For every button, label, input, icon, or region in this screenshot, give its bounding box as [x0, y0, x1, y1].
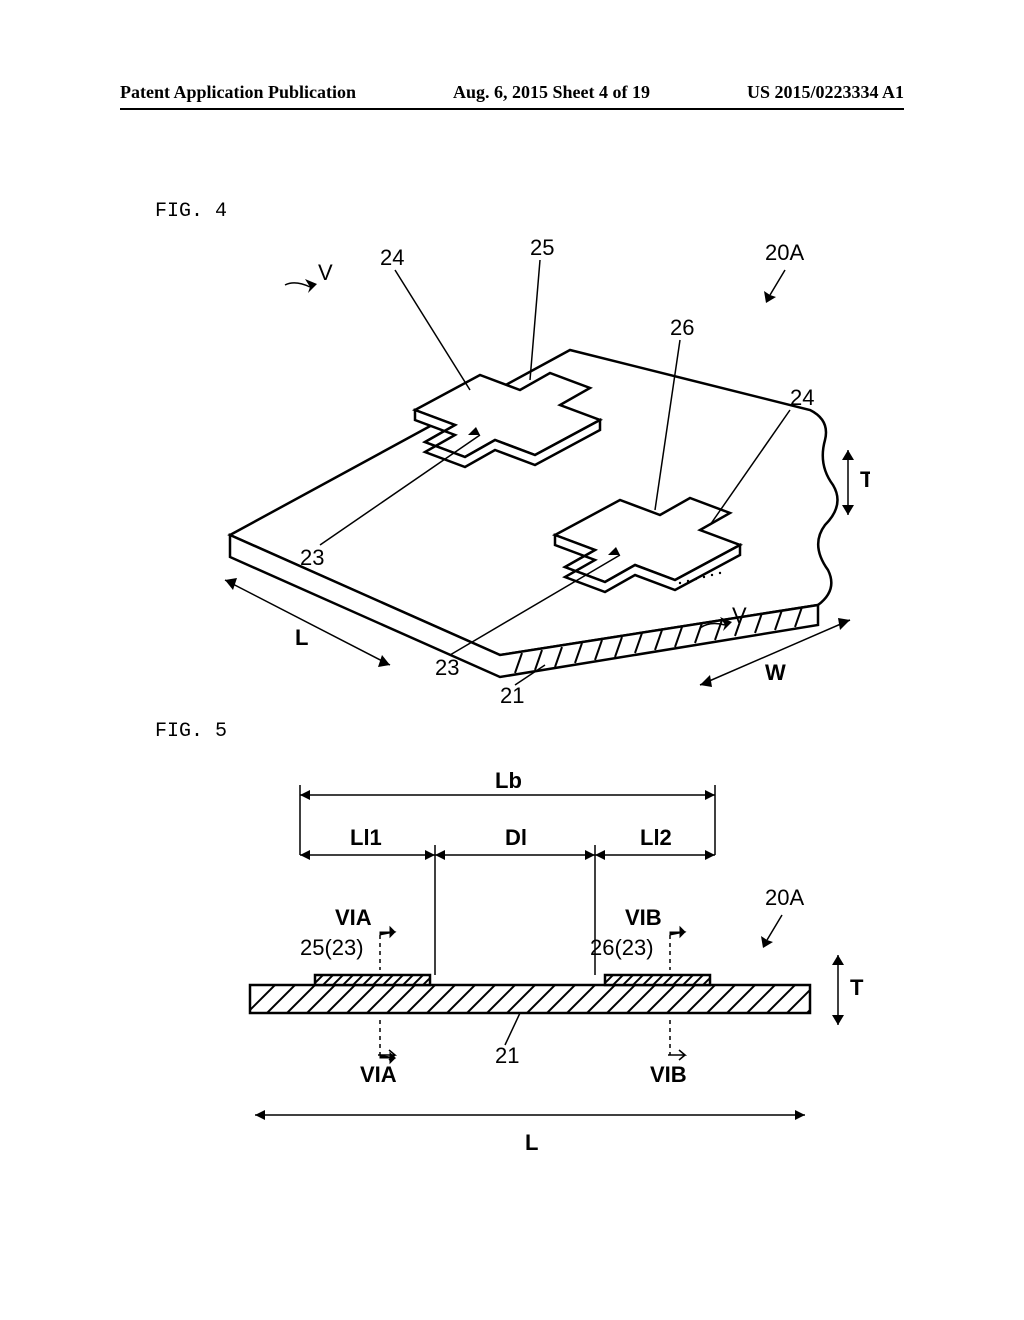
dim-L-f5: L — [255, 1110, 805, 1155]
section-VIA-bot: VIA — [360, 1020, 397, 1087]
ref-20A-f5: 20A — [765, 885, 804, 910]
ref-24a: 24 — [380, 245, 404, 270]
svg-text:VIB: VIB — [625, 905, 662, 930]
ref-21-f5: 21 — [495, 1043, 519, 1068]
fig5-label: FIG. 5 — [155, 720, 227, 743]
ref-21: 21 — [500, 683, 524, 705]
fig4-label: FIG. 4 — [155, 200, 227, 223]
header-center: Aug. 6, 2015 Sheet 4 of 19 — [453, 82, 650, 103]
dim-T-f5: T — [832, 955, 864, 1025]
fig5-container: Lb Ll1 Dl Ll2 20A VIA VIB 25(23) 26(23) — [230, 760, 870, 1180]
page-header: Patent Application Publication Aug. 6, 2… — [0, 82, 1024, 103]
svg-text:V: V — [318, 260, 333, 285]
ref-25: 25 — [530, 235, 554, 260]
section-VIB-bot: VIB — [650, 1020, 687, 1087]
v-arrow-left: V — [285, 260, 333, 293]
svg-text:VIA: VIA — [360, 1062, 397, 1087]
svg-text:W: W — [765, 660, 786, 685]
fig5-svg: Lb Ll1 Dl Ll2 20A VIA VIB 25(23) 26(23) — [230, 760, 870, 1180]
ref-20A: 20A — [765, 240, 804, 265]
svg-text:Lb: Lb — [495, 768, 522, 793]
svg-text:L: L — [295, 625, 308, 650]
ref-25-23: 25(23) — [300, 935, 364, 960]
svg-text:Ll2: Ll2 — [640, 825, 672, 850]
fig4-container: 24 V 25 20A 26 24 23 23 21 V L W — [170, 225, 870, 705]
svg-text:T: T — [850, 975, 864, 1000]
svg-text:Dl: Dl — [505, 825, 527, 850]
header-left: Patent Application Publication — [120, 82, 356, 103]
header-rule — [120, 108, 904, 110]
fig4-svg: 24 V 25 20A 26 24 23 23 21 V L W — [170, 225, 870, 705]
svg-text:V: V — [732, 603, 747, 628]
svg-text:VIA: VIA — [335, 905, 372, 930]
ref-23a: 23 — [300, 545, 324, 570]
svg-text:Ll1: Ll1 — [350, 825, 382, 850]
svg-text:L: L — [525, 1130, 538, 1155]
ref-24b: 24 — [790, 385, 814, 410]
svg-text:T: T — [860, 467, 870, 492]
svg-text:VIB: VIB — [650, 1062, 687, 1087]
ref-23b: 23 — [435, 655, 459, 680]
ref-26-23: 26(23) — [590, 935, 654, 960]
header-right: US 2015/0223334 A1 — [747, 82, 904, 103]
dim-T: T — [842, 450, 870, 515]
ref-26: 26 — [670, 315, 694, 340]
